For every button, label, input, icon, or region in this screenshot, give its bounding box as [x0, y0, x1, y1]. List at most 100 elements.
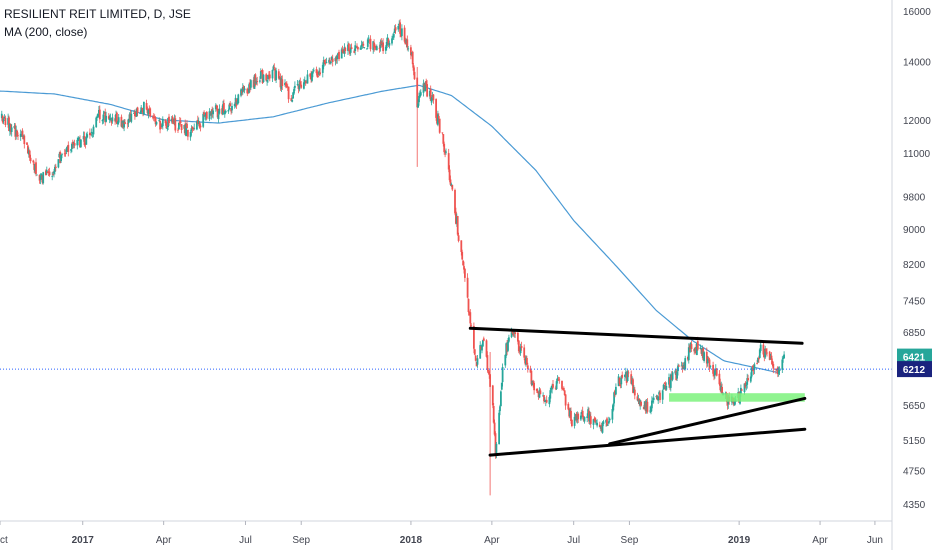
- candle-down: [441, 132, 444, 134]
- candle-up: [2, 119, 5, 121]
- candle-up: [476, 358, 479, 365]
- candle-up: [573, 416, 576, 426]
- candle-up: [223, 110, 226, 115]
- candle-up: [733, 401, 736, 406]
- candle-up: [583, 417, 586, 422]
- candle-up: [116, 121, 119, 125]
- candle-up: [385, 42, 388, 49]
- candle-down: [630, 374, 633, 384]
- candle-up: [601, 422, 604, 433]
- time-tick-label: 2019: [728, 535, 751, 546]
- indicator-label[interactable]: MA (200, close): [4, 25, 88, 39]
- candle-down: [71, 141, 74, 145]
- candle-up: [202, 113, 205, 127]
- chart-legend: RESILIENT REIT LIMITED, D, JSE MA (200, …: [4, 6, 191, 40]
- candle-up: [158, 120, 161, 121]
- candles-layer: [0, 19, 785, 496]
- candle-down: [324, 63, 327, 64]
- candle-up: [677, 365, 679, 372]
- candle-up: [586, 416, 589, 418]
- candle-down: [268, 74, 271, 79]
- candle-down: [491, 385, 494, 406]
- candle-down: [708, 359, 711, 369]
- candle-up: [111, 117, 114, 122]
- candle-down: [670, 375, 673, 380]
- candle-down: [148, 108, 151, 110]
- candle-down: [747, 378, 749, 381]
- candle-up: [161, 125, 163, 127]
- candle-down: [394, 27, 397, 31]
- price-tick-label: 5150: [903, 436, 926, 447]
- candle-up: [745, 384, 748, 386]
- candle-down: [29, 157, 32, 162]
- candle-down: [762, 344, 765, 355]
- candle-up: [54, 166, 56, 172]
- candle-down: [432, 94, 435, 101]
- candle-down: [577, 413, 580, 420]
- candle-down: [319, 72, 321, 75]
- candle-up: [217, 114, 220, 120]
- candle-down: [416, 77, 419, 108]
- candle-up: [259, 71, 262, 79]
- candle-down: [153, 117, 156, 119]
- candle-down: [449, 179, 452, 185]
- candle-down: [442, 134, 445, 144]
- candle-down: [456, 216, 459, 235]
- candle-down: [426, 84, 428, 97]
- candle-up: [262, 74, 265, 82]
- trendline[interactable]: [608, 396, 807, 446]
- moving-average-layer: [0, 84, 779, 374]
- candle-down: [27, 145, 29, 154]
- candle-down: [625, 373, 628, 383]
- candle-down: [26, 142, 28, 145]
- candle-down: [765, 349, 767, 352]
- candle-down: [9, 124, 12, 132]
- candle-up: [607, 424, 609, 426]
- trendline[interactable]: [488, 427, 807, 457]
- candle-up: [661, 390, 664, 400]
- candle-down: [707, 357, 710, 359]
- candle-up: [53, 171, 55, 174]
- candle-up: [519, 346, 522, 354]
- support-zone[interactable]: [669, 393, 805, 402]
- candle-up: [556, 378, 559, 382]
- candle-down: [1, 115, 4, 123]
- ma-200-line[interactable]: [0, 84, 779, 374]
- candle-up: [599, 426, 602, 429]
- symbol-title[interactable]: RESILIENT REIT LIMITED, D, JSE: [4, 7, 191, 21]
- candle-down: [317, 76, 320, 78]
- price-tick-label: 4350: [903, 500, 926, 511]
- candle-up: [714, 370, 716, 376]
- candle-up: [10, 127, 13, 132]
- candle-up: [652, 397, 655, 401]
- candle-down: [633, 389, 636, 396]
- candle-up: [212, 110, 214, 115]
- price-axis[interactable]: 16000 14000 12000 11000 9800 9000 8200 7450 6850…: [891, 0, 932, 550]
- time-axis[interactable]: Oct 2017 Apr Jul Sep 2018 Apr Jul Sep 2019 Apr Jun: [0, 520, 892, 546]
- candle-down: [380, 41, 383, 46]
- candle-down: [721, 387, 723, 394]
- candle-up: [418, 96, 420, 103]
- time-tick-label: Sep: [621, 535, 639, 546]
- candle-down: [186, 123, 188, 128]
- candle-down: [203, 112, 205, 115]
- candle-down: [678, 365, 680, 367]
- candle-up: [749, 376, 752, 382]
- candle-up: [555, 381, 558, 390]
- candle-up: [42, 172, 45, 184]
- candle-down: [688, 345, 691, 349]
- trendline[interactable]: [468, 326, 804, 345]
- candle-down: [511, 331, 514, 334]
- candle-down: [487, 370, 490, 371]
- annotation-layer[interactable]: [468, 326, 807, 457]
- candle-up: [687, 347, 690, 361]
- candle-up: [750, 367, 753, 377]
- candle-up: [501, 367, 504, 383]
- candle-up: [155, 122, 158, 125]
- candle-up: [548, 397, 551, 405]
- candle-up: [612, 403, 615, 411]
- candle-down: [164, 119, 167, 124]
- candle-up: [218, 108, 221, 114]
